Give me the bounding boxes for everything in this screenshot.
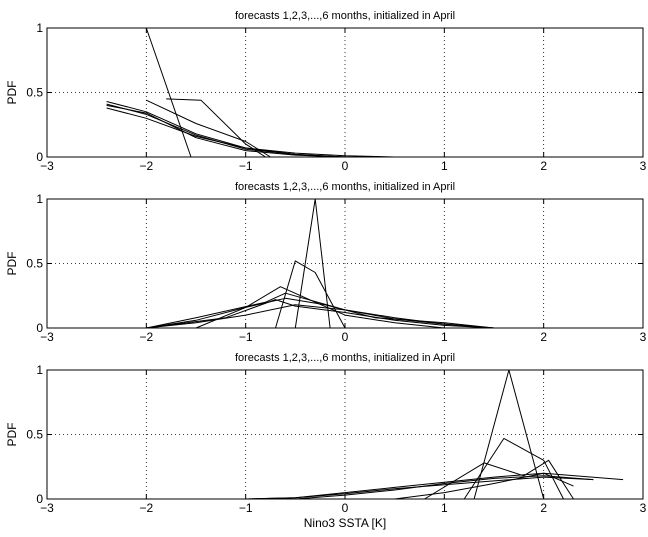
series-line-5	[146, 297, 495, 329]
x-tick-label: −3	[40, 330, 54, 344]
series-line-5	[146, 475, 594, 500]
series-line-2	[275, 260, 346, 329]
x-tick-label: −3	[40, 501, 54, 515]
series-line-2	[463, 437, 564, 500]
subplot-2: −3 −2 −1 0 1 2 3 0 0.5 1 forecasts 1,2,3,...,6 mon…	[5, 181, 647, 344]
y-axis-label: PDF	[5, 423, 19, 447]
y-tick-label: 0	[36, 150, 43, 164]
x-tick-label: 1	[441, 501, 448, 515]
y-tick-label: 0.5	[26, 428, 43, 442]
series-line-6	[146, 299, 495, 329]
x-tick-label: 3	[640, 501, 647, 515]
x-tick-label: −1	[239, 501, 253, 515]
x-tick-label: 0	[342, 159, 349, 173]
x-tick-label: 3	[640, 330, 647, 344]
series-line-7	[146, 304, 495, 329]
chart-title: forecasts 1,2,3,...,6 months, initialize…	[235, 352, 455, 364]
subplot-3: −3 −2 −1 0 1 2 3 0 0.5 1 forecasts 1,2,3,...,6 mon…	[5, 352, 647, 530]
x-tick-label: 0	[342, 330, 349, 344]
chart-title: forecasts 1,2,3,...,6 months, initialize…	[235, 10, 455, 22]
x-tick-label: −2	[139, 501, 153, 515]
y-tick-label: 1	[36, 192, 43, 206]
subplot-1: −3 −2 −1 0 1 2 3 0 0.5 1 forecasts 1,2,3,...,6 mon…	[5, 10, 647, 173]
y-tick-label: 1	[36, 363, 43, 377]
x-tick-label: 1	[441, 159, 448, 173]
x-tick-label: 2	[540, 159, 547, 173]
x-tick-label: 3	[640, 159, 647, 173]
x-tick-label: −2	[139, 159, 153, 173]
y-tick-label: 0	[36, 321, 43, 335]
series-line-6	[146, 476, 594, 500]
y-tick-label: 0	[36, 492, 43, 506]
y-tick-label: 0.5	[26, 257, 43, 271]
x-tick-label: −3	[40, 159, 54, 173]
x-tick-label: −1	[239, 159, 253, 173]
series-line-1	[145, 27, 192, 158]
chart-title: forecasts 1,2,3,...,6 months, initialize…	[235, 181, 455, 193]
x-tick-label: 2	[540, 330, 547, 344]
x-tick-label: 1	[441, 330, 448, 344]
y-axis-label: PDF	[5, 81, 19, 105]
x-tick-label: 0	[342, 501, 349, 515]
y-tick-label: 1	[36, 21, 43, 35]
x-axis-label: Nino3 SSTA [K]	[304, 516, 386, 530]
y-axis-label: PDF	[5, 252, 19, 276]
y-tick-label: 0.5	[26, 86, 43, 100]
series-line-3	[424, 459, 574, 500]
x-tick-label: −2	[139, 330, 153, 344]
x-tick-label: 2	[540, 501, 547, 515]
x-tick-label: −1	[239, 330, 253, 344]
